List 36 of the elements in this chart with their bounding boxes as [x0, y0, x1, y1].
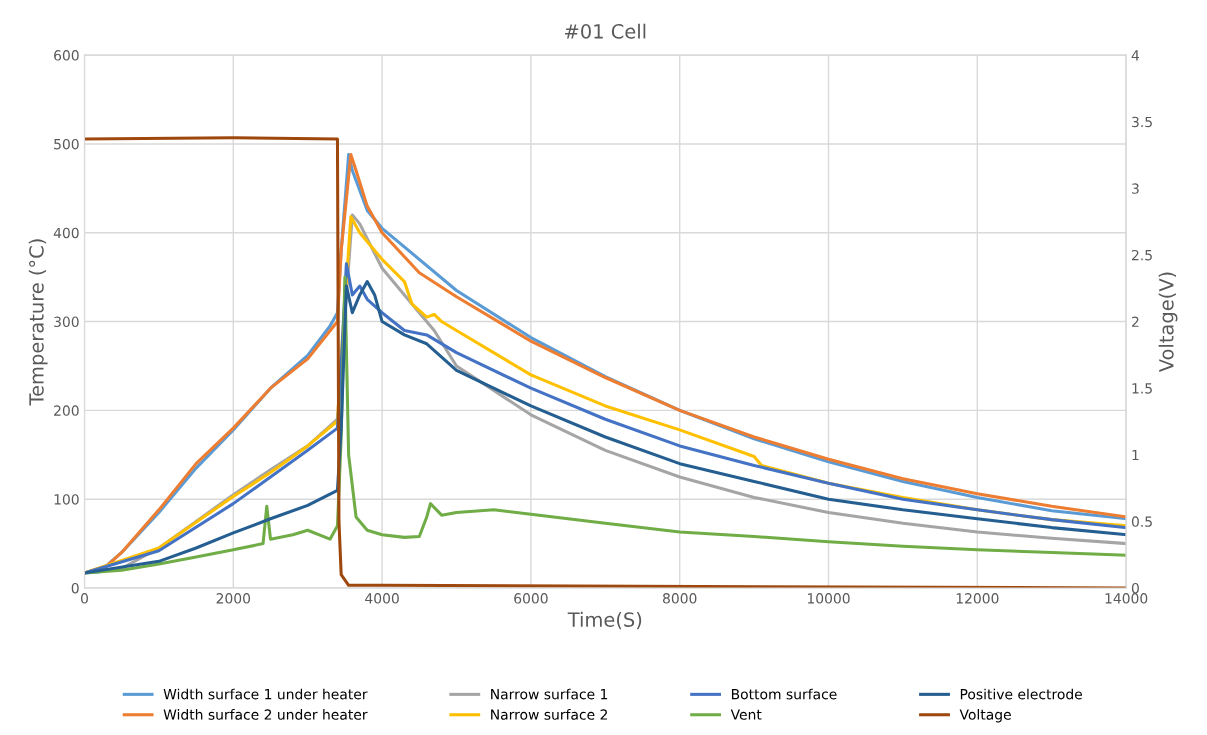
legend-label: Bottom surface: [731, 688, 837, 700]
x-tick-label: 4000: [365, 593, 399, 604]
y-axis-title: Temperature (°C): [28, 239, 48, 406]
y2-tick-label: 4: [1131, 50, 1140, 61]
y-tick-label: 600: [54, 50, 79, 61]
x-axis-title: Time(S): [567, 611, 642, 630]
y2-tick-label: 2: [1132, 316, 1139, 327]
chart-title: #01 Cell: [565, 23, 646, 39]
legend-label: Voltage: [959, 709, 1011, 723]
legend-label: Narrow surface 2: [491, 709, 607, 720]
y2-tick-label: 1: [1132, 449, 1139, 461]
y2-tick-label: 2.5: [1132, 249, 1152, 261]
x-tick-label: 14000: [1105, 593, 1148, 604]
x-tick-label: 8000: [662, 593, 697, 604]
legend-label: Positive electrode: [960, 688, 1083, 700]
y-tick-label: 500: [54, 138, 79, 150]
y2-tick-label: 0.5: [1131, 516, 1152, 527]
y-tick-label: 0: [71, 582, 79, 594]
x-tick-label: 10000: [807, 593, 850, 604]
legend-label: Vent: [730, 709, 762, 720]
legend-label: Narrow surface 1: [491, 688, 608, 700]
x-tick-label: 2000: [216, 593, 251, 604]
y2-axis-title: Voltage(V): [1158, 272, 1178, 373]
y2-tick-label: 1.5: [1132, 383, 1152, 394]
y-tick-label: 200: [54, 405, 79, 416]
y-tick-label: 400: [53, 227, 79, 239]
y-tick-label: 300: [54, 316, 79, 328]
legend-label: Width surface 2 under heater: [163, 709, 368, 720]
y-tick-label: 100: [54, 494, 79, 505]
y2-tick-label: 0: [1131, 582, 1139, 594]
x-tick-label: 12000: [956, 593, 999, 604]
x-tick-label: 0: [80, 593, 88, 604]
x-tick-label: 6000: [514, 593, 548, 604]
y2-tick-label: 3.5: [1132, 116, 1152, 128]
y2-tick-label: 3: [1132, 183, 1139, 194]
legend-label: Width surface 1 under heater: [163, 688, 368, 700]
